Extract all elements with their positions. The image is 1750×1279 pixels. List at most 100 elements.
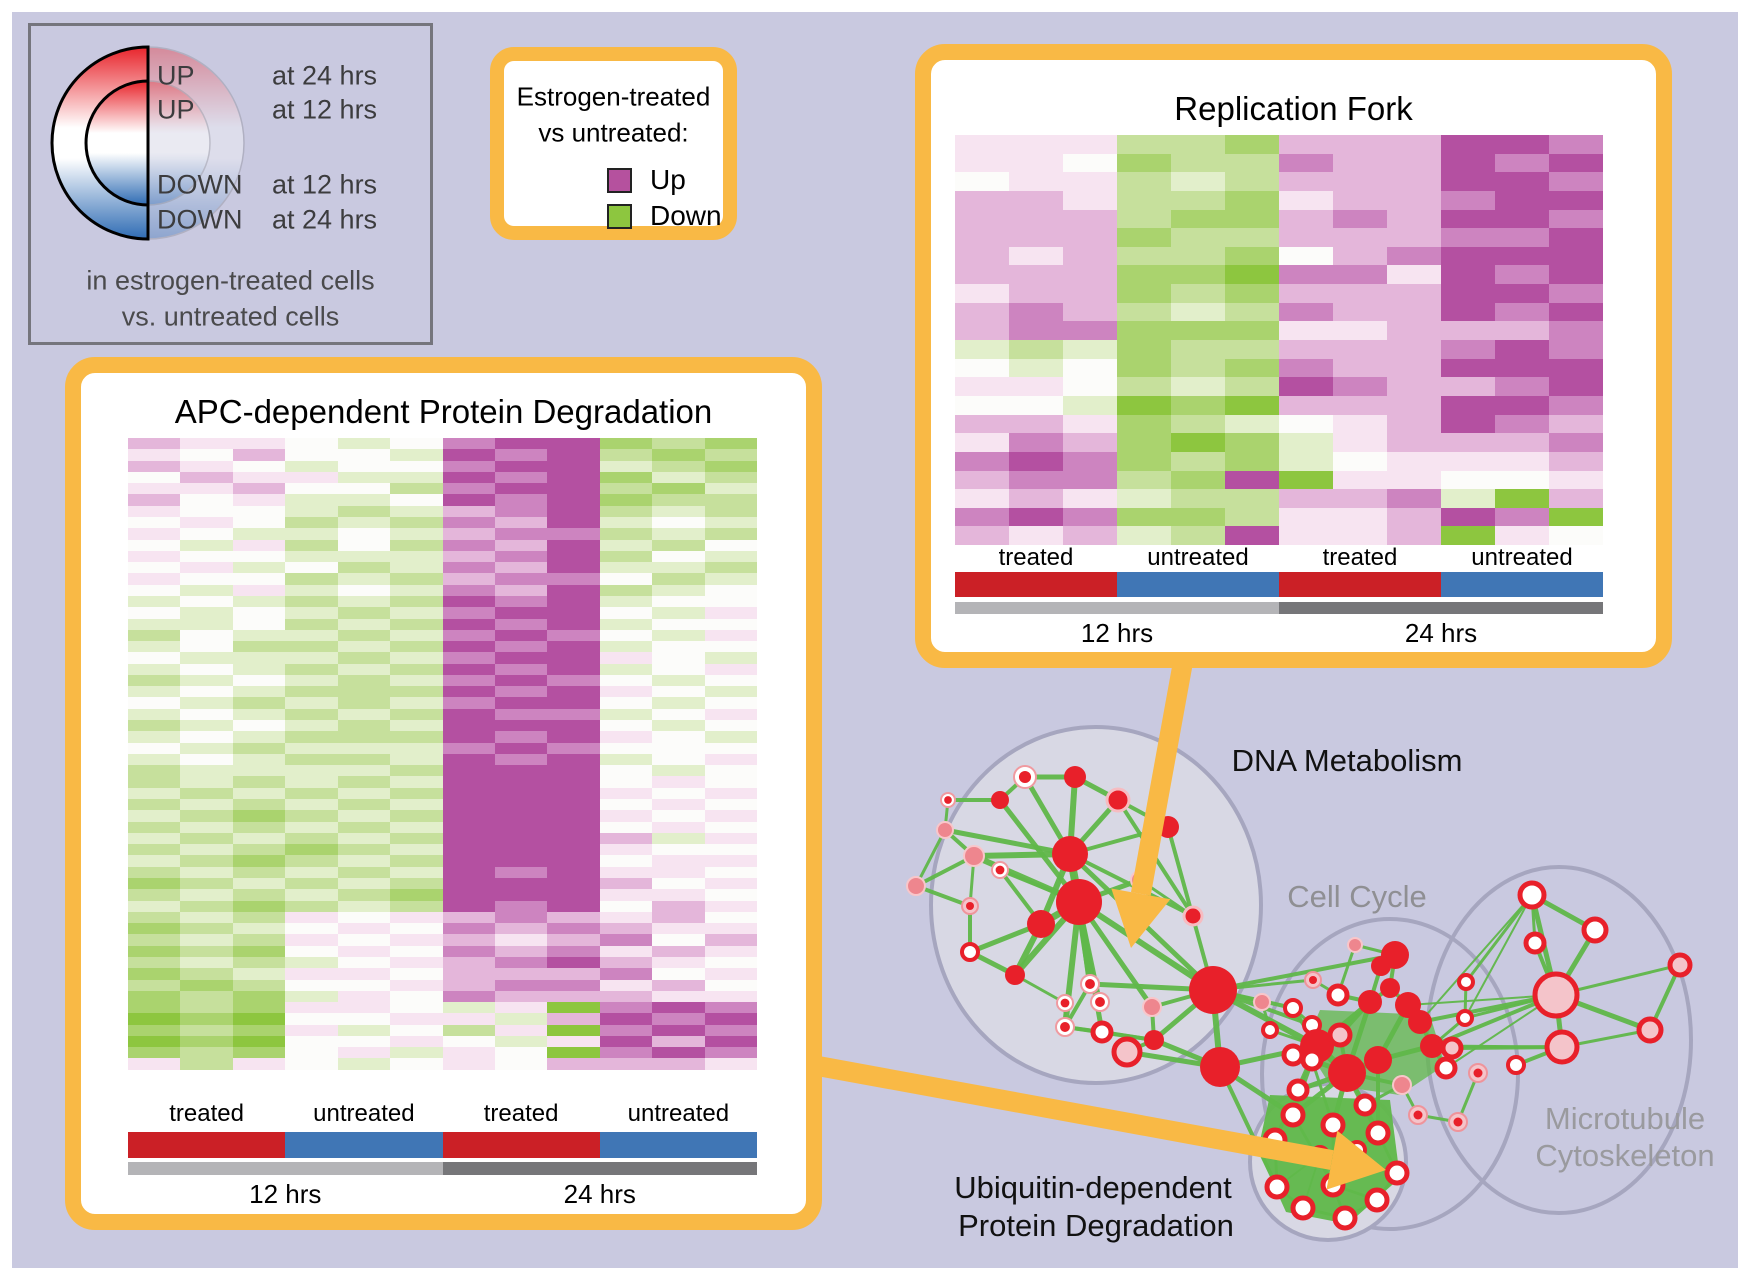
heatmap-cell <box>1063 414 1117 434</box>
heatmap-cell <box>1279 451 1333 471</box>
network-node <box>1365 1120 1391 1146</box>
network-node-core <box>1413 1110 1423 1120</box>
heatmap-row <box>128 787 758 799</box>
heatmap-cell <box>390 1002 443 1014</box>
heatmap-cell <box>232 889 286 901</box>
heatmap-cell <box>494 674 548 687</box>
heatmap-cell <box>704 720 758 732</box>
heatmap-cell <box>652 505 705 517</box>
apc-time-labels: 12 hrs 24 hrs <box>128 1177 757 1211</box>
heatmap-cell <box>232 900 286 912</box>
heatmap-cell <box>232 945 286 957</box>
heatmap-cell <box>1333 507 1387 527</box>
network-node <box>936 821 954 839</box>
heatmap-cell <box>1009 172 1063 191</box>
heatmap-cell <box>704 956 758 969</box>
heatmap-cell <box>1549 414 1603 434</box>
heatmap-cell <box>599 629 653 642</box>
heatmap-cell <box>704 889 758 901</box>
legend-up-12: UP <box>157 94 195 125</box>
network-cluster-label: Cytoskeleton <box>1535 1138 1714 1173</box>
heatmap-cell <box>599 787 653 799</box>
heatmap-cell <box>232 618 286 630</box>
heatmap-cell <box>494 1035 548 1048</box>
heatmap-cell <box>180 866 233 878</box>
heatmap-cell <box>652 866 705 878</box>
network-node <box>1142 997 1162 1017</box>
heatmap-cell <box>442 641 495 653</box>
heatmap-cell <box>599 832 653 845</box>
network-node <box>1544 1029 1580 1065</box>
heatmap-cell <box>1279 302 1333 322</box>
heatmap-cell <box>1009 377 1063 396</box>
heatmap-cell <box>442 945 495 957</box>
heatmap-cell <box>128 708 181 721</box>
time-bar-segment <box>955 602 1279 614</box>
heatmap-cell <box>547 787 600 799</box>
heatmap-cell <box>494 663 548 675</box>
rf-time-labels: 12 hrs 24 hrs <box>955 616 1603 650</box>
heatmap-cell <box>285 765 338 777</box>
heatmap-cell <box>337 494 391 506</box>
heatmap-cell <box>494 1002 548 1014</box>
heatmap-cell <box>128 945 181 957</box>
heatmap-cell <box>955 340 1009 359</box>
heatmap-row <box>128 1035 758 1048</box>
heatmap-cell <box>390 505 443 517</box>
heatmap-cell <box>1549 395 1603 415</box>
heatmap-cell <box>1441 265 1495 285</box>
heatmap-cell <box>285 742 338 754</box>
heatmap-cell <box>1495 526 1549 546</box>
heatmap-cell <box>232 1013 286 1025</box>
heatmap-cell <box>390 641 443 653</box>
heatmap-cell <box>1387 340 1441 359</box>
heatmap-cell <box>1009 358 1063 378</box>
heatmap-row <box>128 449 758 461</box>
legend-down-24: DOWN <box>157 204 243 235</box>
heatmap-cell <box>442 787 495 799</box>
heatmap-cell <box>232 674 286 687</box>
network-node <box>1144 1030 1164 1050</box>
heatmap-cell <box>232 934 286 946</box>
heatmap-cell <box>337 483 391 495</box>
heatmap-cell <box>1333 414 1387 434</box>
heatmap-cell <box>1441 340 1495 359</box>
heatmap-cell <box>704 753 758 766</box>
heatmap-cell <box>1279 284 1333 303</box>
heatmap-cell <box>180 641 233 653</box>
heatmap-cell <box>494 1047 548 1059</box>
heatmap-cell <box>390 968 443 980</box>
heatmap-cell <box>337 742 391 754</box>
heatmap-cell <box>1225 172 1279 191</box>
heatmap-cell <box>285 889 338 901</box>
heatmap-cell <box>337 460 391 472</box>
heatmap-cell <box>704 1047 758 1059</box>
heatmap-cell <box>285 697 338 709</box>
heatmap-cell <box>599 471 653 484</box>
heatmap-cell <box>1063 340 1117 359</box>
heatmap-cell <box>442 731 495 743</box>
network-node <box>1636 1016 1664 1044</box>
heatmap-cell <box>599 641 653 653</box>
heatmap-cell <box>128 832 181 845</box>
heatmap-cell <box>547 697 600 709</box>
heatmap-row <box>128 866 758 878</box>
heatmap-cell <box>494 1013 548 1025</box>
heatmap-cell <box>128 956 181 969</box>
heatmap-cell <box>390 483 443 495</box>
heatmap-cell <box>285 573 338 585</box>
heatmap-cell <box>1333 489 1387 508</box>
condition-group-label: treated <box>169 1100 244 1127</box>
heatmap-cell <box>337 697 391 709</box>
heatmap-cell <box>1549 246 1603 266</box>
heatmap-cell <box>1225 433 1279 452</box>
heatmap-row <box>128 765 758 777</box>
heatmap-cell <box>599 584 653 596</box>
network-cluster-label: Microtubule <box>1545 1101 1705 1136</box>
heatmap-cell <box>599 956 653 969</box>
network-node <box>1264 1174 1290 1200</box>
heatmap-cell <box>390 900 443 912</box>
heatmap-cell <box>285 483 338 495</box>
heatmap-cell <box>1441 172 1495 191</box>
heatmap-cell <box>547 1047 600 1059</box>
